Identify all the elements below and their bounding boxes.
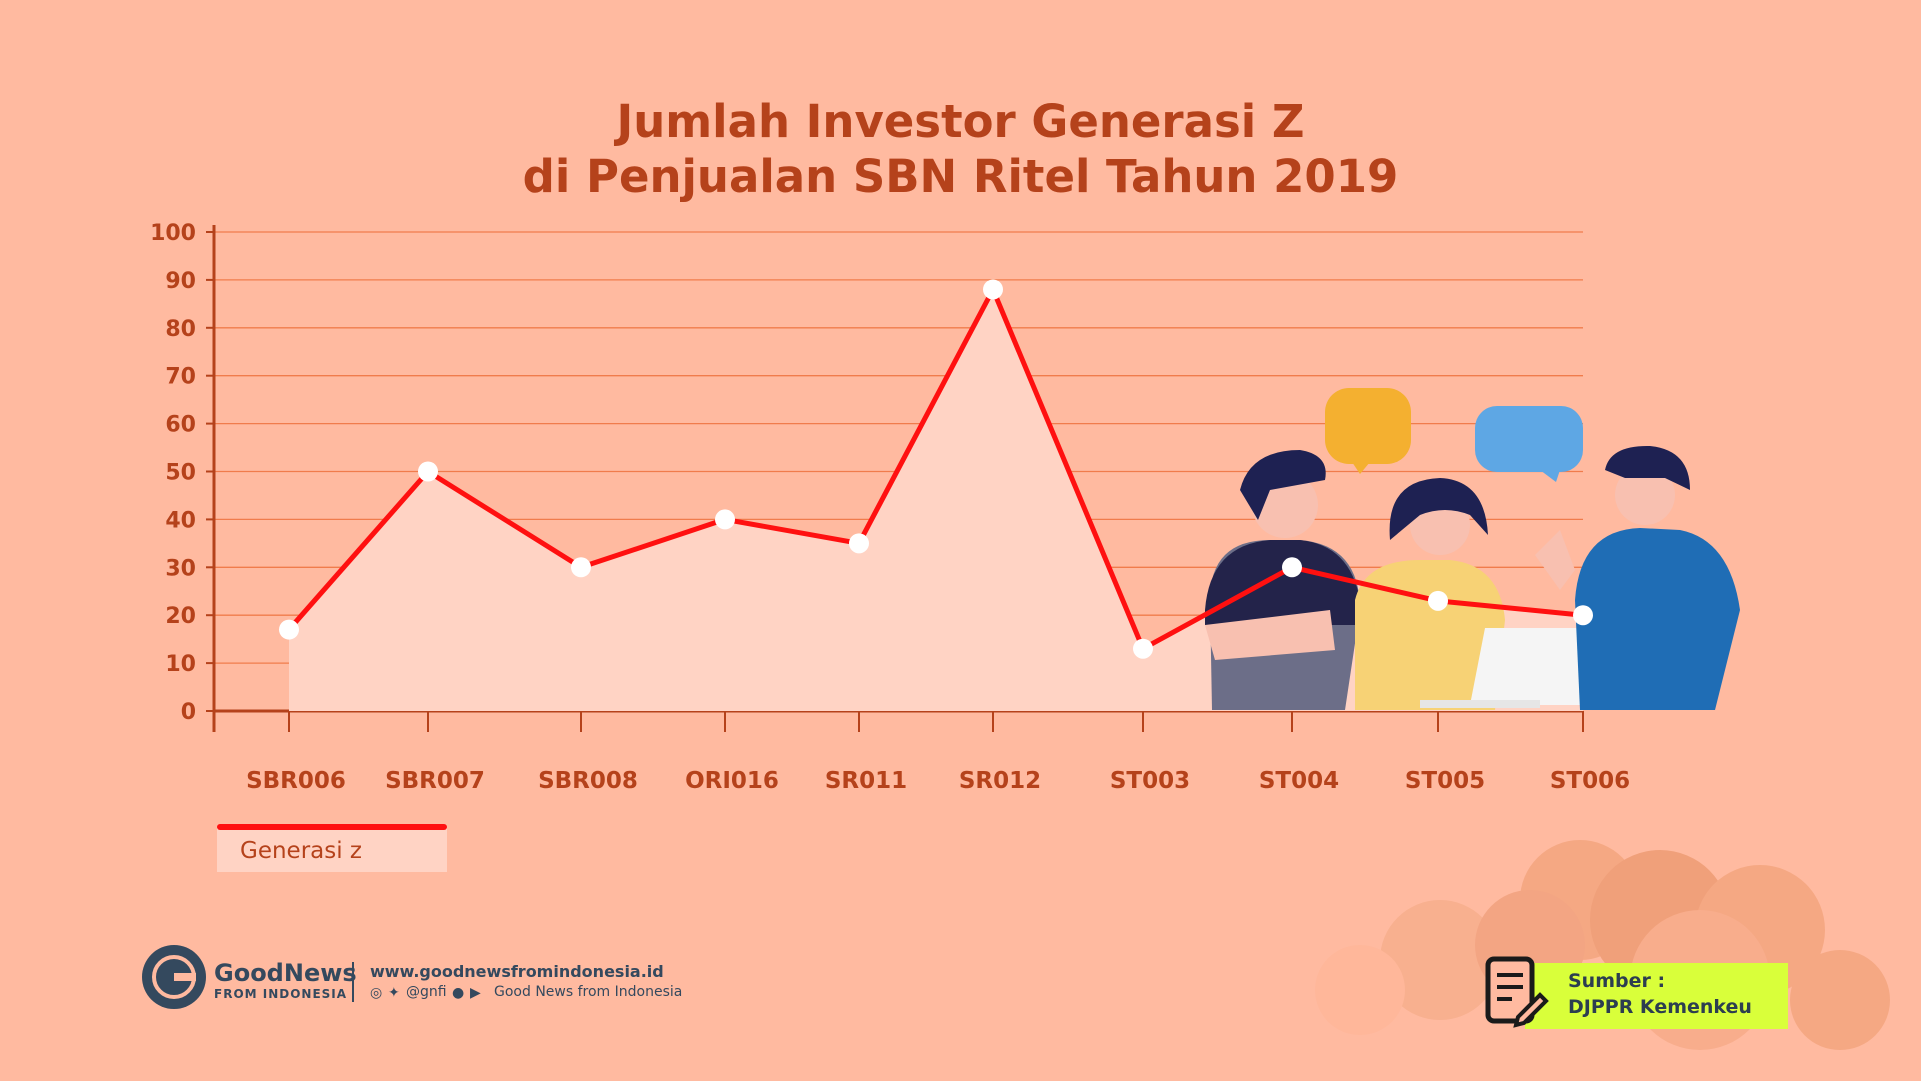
data-point-SBR008 xyxy=(571,557,591,578)
legend-label: Generasi z xyxy=(240,838,363,864)
y-tick-label-50: 50 xyxy=(165,461,196,486)
x-tick-label-ORI016: ORI016 xyxy=(685,768,779,794)
y-tick-label-80: 80 xyxy=(165,317,196,342)
brand-divider xyxy=(352,962,354,1002)
data-point-ST003 xyxy=(1133,638,1153,659)
x-tick-label-SR011: SR011 xyxy=(825,768,907,794)
data-point-SBR006 xyxy=(279,619,299,640)
chart-title-line1: Jumlah Investor Generasi Z xyxy=(616,95,1305,148)
y-tick-label-90: 90 xyxy=(165,269,196,294)
legend-line-swatch xyxy=(217,824,447,830)
data-point-SR012 xyxy=(983,279,1003,300)
twitter-icon[interactable]: ✦ xyxy=(388,985,400,1001)
youtube-icon[interactable]: ▶ xyxy=(470,985,481,1001)
data-point-ORI016 xyxy=(715,509,735,530)
y-tick-label-0: 0 xyxy=(181,700,196,725)
source-value: DJPPR Kemenkeu xyxy=(1568,996,1752,1018)
data-point-ST005 xyxy=(1428,590,1448,611)
source-label: Sumber : xyxy=(1568,970,1666,992)
data-point-ST004 xyxy=(1282,557,1302,578)
y-tick-label-20: 20 xyxy=(165,604,196,629)
x-tick-labels: SBR006 SBR007 SBR008 ORI016 SR011 SR012 ST003 S… xyxy=(246,768,1630,794)
brand-channel: Good News from Indonesia xyxy=(494,984,683,1000)
data-point-SBR007 xyxy=(418,461,438,482)
source-box xyxy=(1525,963,1788,1029)
speech-bubble-icon xyxy=(1325,388,1411,464)
y-tick-labels: 0 10 20 30 40 50 60 70 80 90 100 xyxy=(150,221,196,725)
brand-sub: FROM INDONESIA xyxy=(214,987,348,1001)
data-point-SR011 xyxy=(849,533,869,554)
instagram-icon[interactable]: ◎ xyxy=(370,985,383,1001)
chart-title-line2: di Penjualan SBN Ritel Tahun 2019 xyxy=(522,150,1399,203)
x-tick-label-ST005: ST005 xyxy=(1405,768,1485,794)
people-illustration xyxy=(1205,388,1740,710)
x-tick-label-SBR006: SBR006 xyxy=(246,768,346,794)
x-tick-label-SR012: SR012 xyxy=(959,768,1041,794)
x-tick-label-SBR008: SBR008 xyxy=(538,768,638,794)
y-tick-label-70: 70 xyxy=(165,365,196,390)
data-points xyxy=(279,279,1593,659)
garuda-logo-icon xyxy=(142,945,206,1009)
brand-handle: @gnfi xyxy=(406,984,447,1000)
brand-name: GoodNews xyxy=(214,959,357,987)
facebook-icon[interactable]: ● xyxy=(452,985,465,1001)
document-edit-icon xyxy=(1485,956,1549,1028)
legend-box xyxy=(217,828,447,872)
y-tick-label-10: 10 xyxy=(165,652,196,677)
speech-bubble-icon-2 xyxy=(1475,406,1583,472)
data-point-ST006 xyxy=(1573,605,1593,626)
x-tick-label-ST004: ST004 xyxy=(1259,768,1339,794)
x-tick-label-SBR007: SBR007 xyxy=(385,768,485,794)
y-tick-label-60: 60 xyxy=(165,413,196,438)
y-tick-label-30: 30 xyxy=(165,556,196,581)
y-tick-label-100: 100 xyxy=(150,221,196,246)
y-tick-label-40: 40 xyxy=(165,508,196,533)
series-line-generasi-z xyxy=(287,286,1584,652)
brand-website[interactable]: www.goodnewsfromindonesia.id xyxy=(370,962,664,981)
x-tick-label-ST003: ST003 xyxy=(1110,768,1190,794)
x-tick-label-ST006: ST006 xyxy=(1550,768,1630,794)
